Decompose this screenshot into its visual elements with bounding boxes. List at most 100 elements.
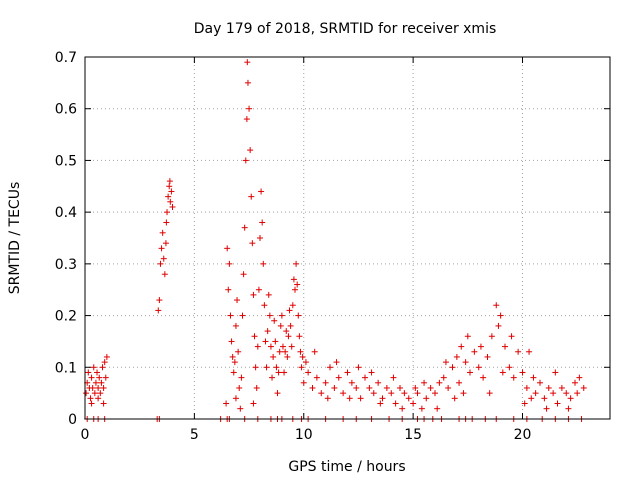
data-point [554, 400, 561, 407]
data-point [423, 395, 430, 402]
data-point [158, 245, 165, 252]
data-point [283, 328, 290, 335]
data-point [277, 322, 284, 329]
data-point [390, 374, 397, 381]
x-tick-label: 10 [295, 427, 313, 443]
data-point [552, 369, 559, 376]
data-point [259, 219, 266, 226]
data-point [243, 116, 250, 123]
data-point [523, 384, 530, 391]
data-point [223, 400, 230, 407]
data-point [267, 343, 274, 350]
data-point [355, 364, 362, 371]
data-point [239, 312, 246, 319]
data-point [368, 369, 375, 376]
data-point [344, 369, 351, 376]
data-point [276, 348, 283, 355]
x-axis-label: GPS time / hours [288, 459, 405, 475]
data-point [257, 235, 263, 241]
data-point [460, 390, 467, 397]
data-point [274, 390, 281, 397]
data-point [160, 255, 167, 262]
data-point [576, 374, 583, 381]
data-point [279, 343, 286, 350]
data-point [563, 390, 570, 397]
data-point [278, 312, 285, 319]
data-point [95, 384, 102, 391]
data-point [451, 395, 458, 402]
data-point [475, 364, 482, 371]
x-tick-label: 20 [514, 427, 532, 443]
data-point [519, 369, 526, 376]
data-point [261, 302, 268, 309]
data-point [282, 348, 289, 355]
x-tick-label: 0 [81, 427, 90, 443]
data-point [227, 312, 234, 319]
data-point [168, 188, 175, 195]
data-point [99, 364, 106, 371]
data-point [484, 353, 491, 360]
data-point [265, 291, 272, 298]
data-point [567, 395, 574, 402]
data-point [313, 374, 320, 381]
data-point [230, 369, 237, 376]
data-point [410, 400, 417, 407]
data-point [488, 333, 495, 340]
y-tick-label: 0 [68, 412, 77, 428]
data-point [397, 384, 403, 391]
data-point [289, 302, 296, 309]
data-point [462, 359, 469, 366]
data-point [236, 384, 243, 391]
data-point [440, 374, 447, 381]
data-point [295, 312, 302, 319]
data-point [242, 157, 249, 164]
data-point [102, 374, 109, 381]
data-point [272, 338, 279, 345]
data-point [87, 395, 94, 402]
data-point [298, 364, 305, 371]
data-point [270, 353, 277, 360]
data-point [264, 328, 271, 335]
data-point [421, 379, 428, 386]
data-point [335, 374, 342, 381]
data-point [297, 348, 304, 355]
data-point [100, 400, 107, 407]
data-point [163, 219, 170, 226]
data-point [486, 390, 493, 397]
data-point [260, 260, 267, 267]
data-point [375, 379, 382, 386]
data-point [253, 384, 260, 391]
data-point [159, 229, 166, 236]
data-point [166, 178, 173, 185]
data-point [508, 333, 515, 340]
data-point [286, 307, 293, 314]
data-point [412, 384, 419, 391]
data-point [414, 390, 421, 397]
data-point [88, 374, 95, 381]
data-point [251, 333, 258, 340]
data-point [467, 369, 473, 376]
data-point [296, 333, 303, 340]
data-point [453, 353, 460, 360]
data-point [100, 384, 107, 391]
data-point [232, 322, 239, 329]
data-point [493, 302, 500, 309]
data-point [495, 322, 502, 329]
data-point [574, 390, 581, 397]
data-point [434, 405, 441, 412]
data-point [162, 240, 169, 247]
data-point [353, 384, 360, 391]
data-point [229, 353, 236, 360]
data-point [418, 405, 425, 412]
data-point [299, 353, 306, 360]
data-point [565, 405, 572, 412]
data-point [379, 395, 386, 402]
data-point [537, 379, 543, 386]
data-point [254, 343, 261, 350]
x-tick-label: 5 [190, 427, 199, 443]
data-point [449, 364, 456, 371]
data-point [258, 188, 265, 195]
data-point [456, 379, 463, 386]
data-point [246, 105, 253, 112]
